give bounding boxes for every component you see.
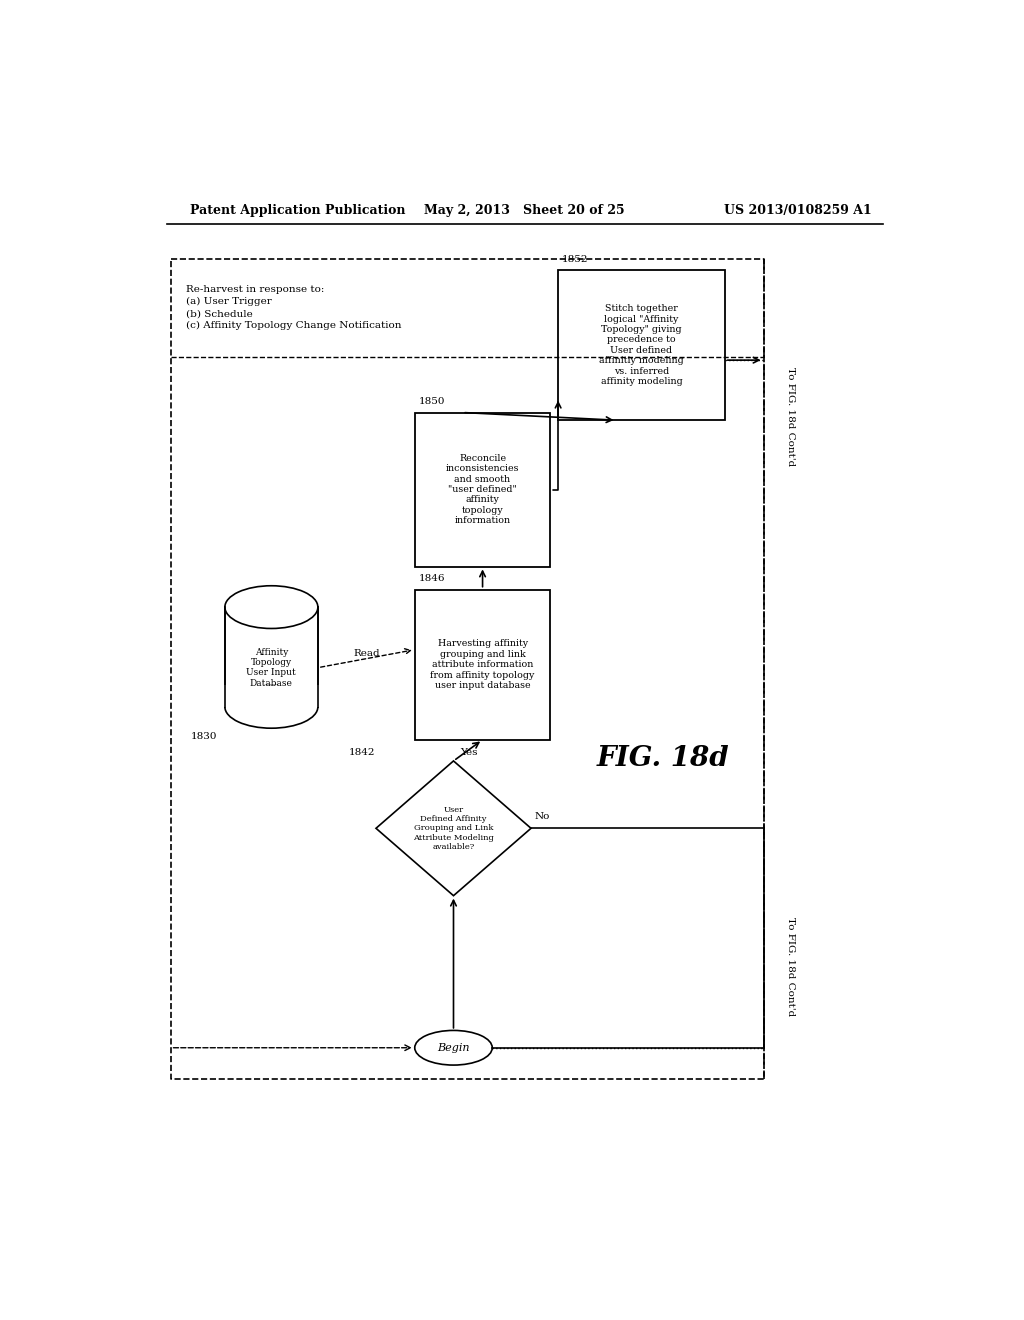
Text: 1850: 1850 [419, 397, 445, 407]
Text: Stitch together
logical "Affinity
Topology" giving
precedence to
User defined
af: Stitch together logical "Affinity Topolo… [599, 304, 684, 385]
Text: Yes: Yes [460, 748, 477, 758]
Text: 1830: 1830 [190, 733, 217, 741]
Text: 1846: 1846 [419, 574, 445, 583]
Bar [224, 685, 318, 706]
Ellipse shape [225, 685, 317, 729]
Text: To FIG. 18d Cont'd: To FIG. 18d Cont'd [786, 367, 795, 466]
Text: FIG. 18d: FIG. 18d [596, 746, 729, 772]
Text: No: No [535, 812, 550, 821]
Bar [415, 590, 550, 739]
Text: Patent Application Publication: Patent Application Publication [190, 205, 406, 218]
Text: May 2, 2013   Sheet 20 of 25: May 2, 2013 Sheet 20 of 25 [425, 205, 625, 218]
Text: 1842: 1842 [349, 748, 376, 758]
Text: Harvesting affinity
grouping and link
attribute information
from affinity topolo: Harvesting affinity grouping and link at… [430, 639, 535, 690]
Text: Affinity
Topology
User Input
Database: Affinity Topology User Input Database [247, 648, 296, 688]
Bar [415, 412, 550, 566]
Ellipse shape [225, 586, 317, 628]
Text: US 2013/0108259 A1: US 2013/0108259 A1 [724, 205, 872, 218]
Bar [225, 607, 317, 706]
Text: Begin: Begin [437, 1043, 470, 1053]
Text: Read: Read [353, 649, 380, 659]
Text: To FIG. 18d Cont'd: To FIG. 18d Cont'd [786, 917, 795, 1016]
Text: Re-harvest in response to:
(a) User Trigger
(b) Schedule
(c) Affinity Topology C: Re-harvest in response to: (a) User Trig… [186, 285, 401, 330]
Ellipse shape [415, 1031, 493, 1065]
Polygon shape [376, 760, 531, 896]
Text: 1852: 1852 [562, 255, 589, 264]
Text: User
Defined Affinity
Grouping and Link
Attribute Modeling
available?: User Defined Affinity Grouping and Link … [413, 807, 494, 850]
Bar [558, 271, 725, 420]
Text: Reconcile
inconsistencies
and smooth
"user defined"
affinity
topology
informatio: Reconcile inconsistencies and smooth "us… [445, 454, 519, 525]
